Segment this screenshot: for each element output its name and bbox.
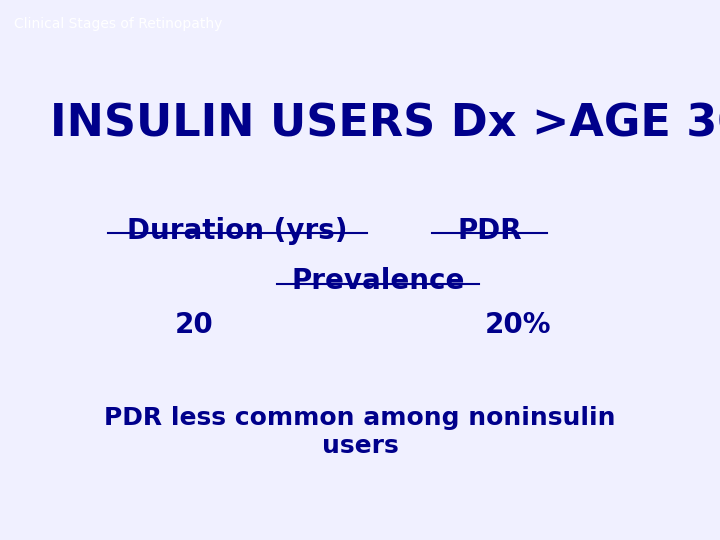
Text: 20: 20 (175, 312, 214, 340)
Text: PDR: PDR (457, 217, 522, 245)
Text: PDR less common among noninsulin
users: PDR less common among noninsulin users (104, 406, 616, 458)
Text: INSULIN USERS Dx >AGE 30: INSULIN USERS Dx >AGE 30 (50, 103, 720, 146)
Text: Duration (yrs): Duration (yrs) (127, 217, 348, 245)
Text: 20%: 20% (485, 312, 552, 340)
Text: Clinical Stages of Retinopathy: Clinical Stages of Retinopathy (14, 17, 222, 31)
Text: Prevalence: Prevalence (292, 267, 464, 295)
